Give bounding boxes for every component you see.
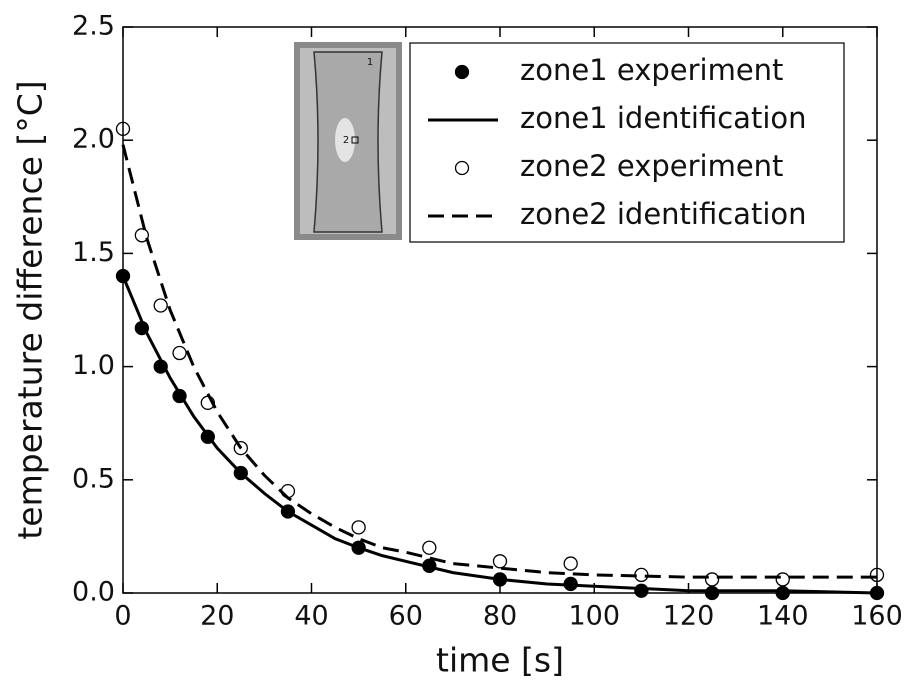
x-tick-label: 160: [851, 601, 903, 632]
inset-image: [294, 42, 402, 240]
x-tick-label: 40: [294, 601, 328, 632]
x-tick-label: 60: [389, 601, 423, 632]
x-tick-label: 0: [114, 601, 131, 632]
y-tick-label: 1.0: [72, 350, 115, 381]
marker: [172, 345, 187, 361]
x-tick-label: 140: [757, 601, 809, 632]
x-tick-label: 100: [568, 601, 620, 632]
y-tick-label: 0.5: [72, 463, 115, 494]
marker: [563, 556, 578, 571]
marker: [704, 572, 720, 587]
legend-label: zone1 identification: [520, 101, 807, 135]
y-tick-label: 1.5: [72, 237, 115, 268]
legend-label: zone2 identification: [520, 197, 807, 231]
x-tick-label: 20: [200, 601, 234, 632]
marker: [775, 572, 790, 587]
marker: [153, 298, 168, 313]
inset-label: 1: [367, 57, 373, 68]
marker: [351, 520, 366, 535]
x-tick-label: 80: [483, 601, 517, 632]
x-axis-label: time [s]: [436, 641, 564, 680]
y-tick-label: 2.5: [72, 11, 115, 42]
inset-label: 2: [343, 135, 349, 146]
marker: [280, 483, 296, 499]
y-tick-label: 2.0: [72, 124, 115, 155]
legend-box: [409, 42, 845, 243]
marker: [492, 554, 508, 569]
marker: [634, 583, 649, 598]
y-tick-label: 0.0: [72, 577, 115, 608]
marker: [454, 160, 470, 176]
plot-frame: [122, 26, 878, 594]
marker: [134, 228, 150, 243]
y-axis-label: temperature difference [°C]: [11, 80, 50, 539]
curve: [121, 144, 877, 579]
x-tick-label: 120: [663, 601, 715, 632]
marker: [422, 540, 437, 555]
curve: [121, 275, 878, 595]
legend-label: zone1 experiment: [520, 53, 783, 87]
legend-label: zone2 experiment: [520, 149, 783, 183]
marker: [454, 64, 470, 80]
